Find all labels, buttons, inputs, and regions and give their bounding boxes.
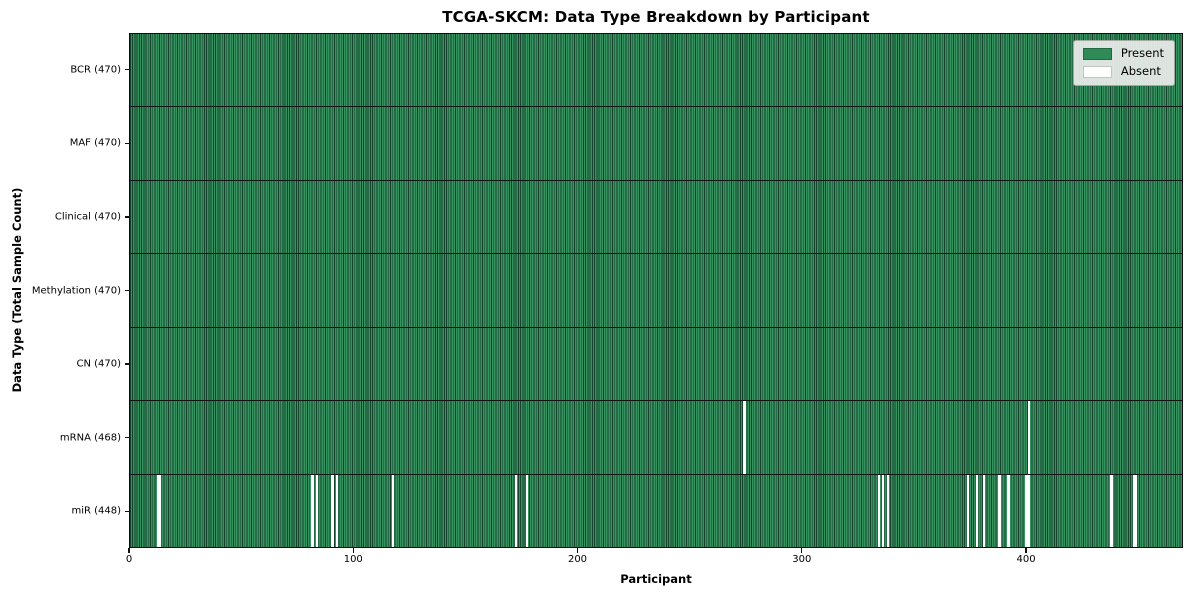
x-tick-mark	[128, 548, 130, 553]
absent-cell	[1110, 474, 1113, 547]
x-axis-label: Participant	[620, 572, 692, 586]
heatmap-row-bcr	[130, 34, 1182, 107]
absent-cell	[877, 474, 880, 547]
absent-cell	[1025, 474, 1028, 547]
absent-cell	[1027, 474, 1030, 547]
y-tick-label: BCR (470)	[70, 64, 121, 76]
heatmap-row-clinical	[130, 179, 1182, 254]
absent-cell	[526, 474, 529, 547]
x-tick-label: 100	[343, 554, 363, 565]
absent-cell	[159, 474, 162, 547]
x-tick-label: 300	[792, 554, 812, 565]
x-tick-label: 400	[1016, 554, 1036, 565]
y-tick-label: CN (470)	[76, 358, 121, 370]
legend-label: Absent	[1120, 64, 1161, 79]
plot-area: Present Absent	[129, 33, 1183, 548]
y-tick-mark	[124, 437, 129, 439]
absent-cell	[1132, 474, 1135, 547]
y-tick-mark	[124, 289, 129, 292]
x-tick-mark	[576, 548, 579, 553]
heatmap-row-cn	[130, 326, 1182, 401]
heatmap-row-mir	[130, 473, 1182, 547]
absent-cell	[886, 474, 889, 547]
y-tick-mark	[124, 69, 129, 71]
heatmap-row-methylation	[130, 253, 1182, 327]
absent-cell	[976, 474, 979, 547]
legend: Present Absent	[1072, 40, 1175, 86]
absent-cell	[982, 474, 986, 547]
x-tick-mark	[801, 548, 803, 553]
legend-entry-absent: Absent	[1082, 64, 1164, 79]
y-tick-label: Clinical (470)	[54, 211, 121, 223]
chart-title: TCGA-SKCM: Data Type Breakdown by Partic…	[442, 8, 870, 26]
absent-cell	[998, 474, 1001, 547]
absent-cell	[1134, 474, 1138, 547]
y-tick-mark	[124, 142, 129, 144]
absent-cell	[743, 401, 746, 474]
legend-label: Present	[1120, 46, 1164, 61]
x-tick-mark	[1025, 548, 1027, 553]
absent-cell	[514, 474, 518, 547]
y-tick-mark	[124, 363, 129, 365]
absent-cell	[335, 474, 339, 547]
y-tick-label: MAF (470)	[69, 137, 121, 149]
y-tick-label: Methylation (470)	[31, 285, 121, 296]
absent-cell	[331, 474, 334, 547]
y-tick-mark	[124, 510, 129, 512]
absent-cell	[967, 474, 970, 547]
x-tick-label: 0	[125, 554, 133, 565]
heatmap-row-mrna	[130, 400, 1182, 474]
absent-cell	[311, 474, 314, 547]
y-tick-mark	[124, 216, 129, 218]
legend-swatch-absent	[1082, 66, 1112, 78]
legend-swatch-present	[1082, 48, 1112, 60]
y-tick-label: mRNA (468)	[59, 432, 121, 444]
absent-cell	[882, 474, 885, 547]
absent-cell	[315, 474, 318, 547]
y-tick-label: miR (448)	[71, 505, 121, 517]
legend-entry-present: Present	[1082, 46, 1164, 61]
absent-cell	[391, 474, 395, 547]
absent-cell	[1027, 401, 1030, 474]
absent-cell	[156, 474, 160, 547]
heatmap-row-maf	[130, 106, 1182, 180]
x-tick-label: 200	[567, 554, 588, 565]
x-tick-mark	[352, 548, 354, 553]
absent-cell	[1007, 474, 1010, 547]
